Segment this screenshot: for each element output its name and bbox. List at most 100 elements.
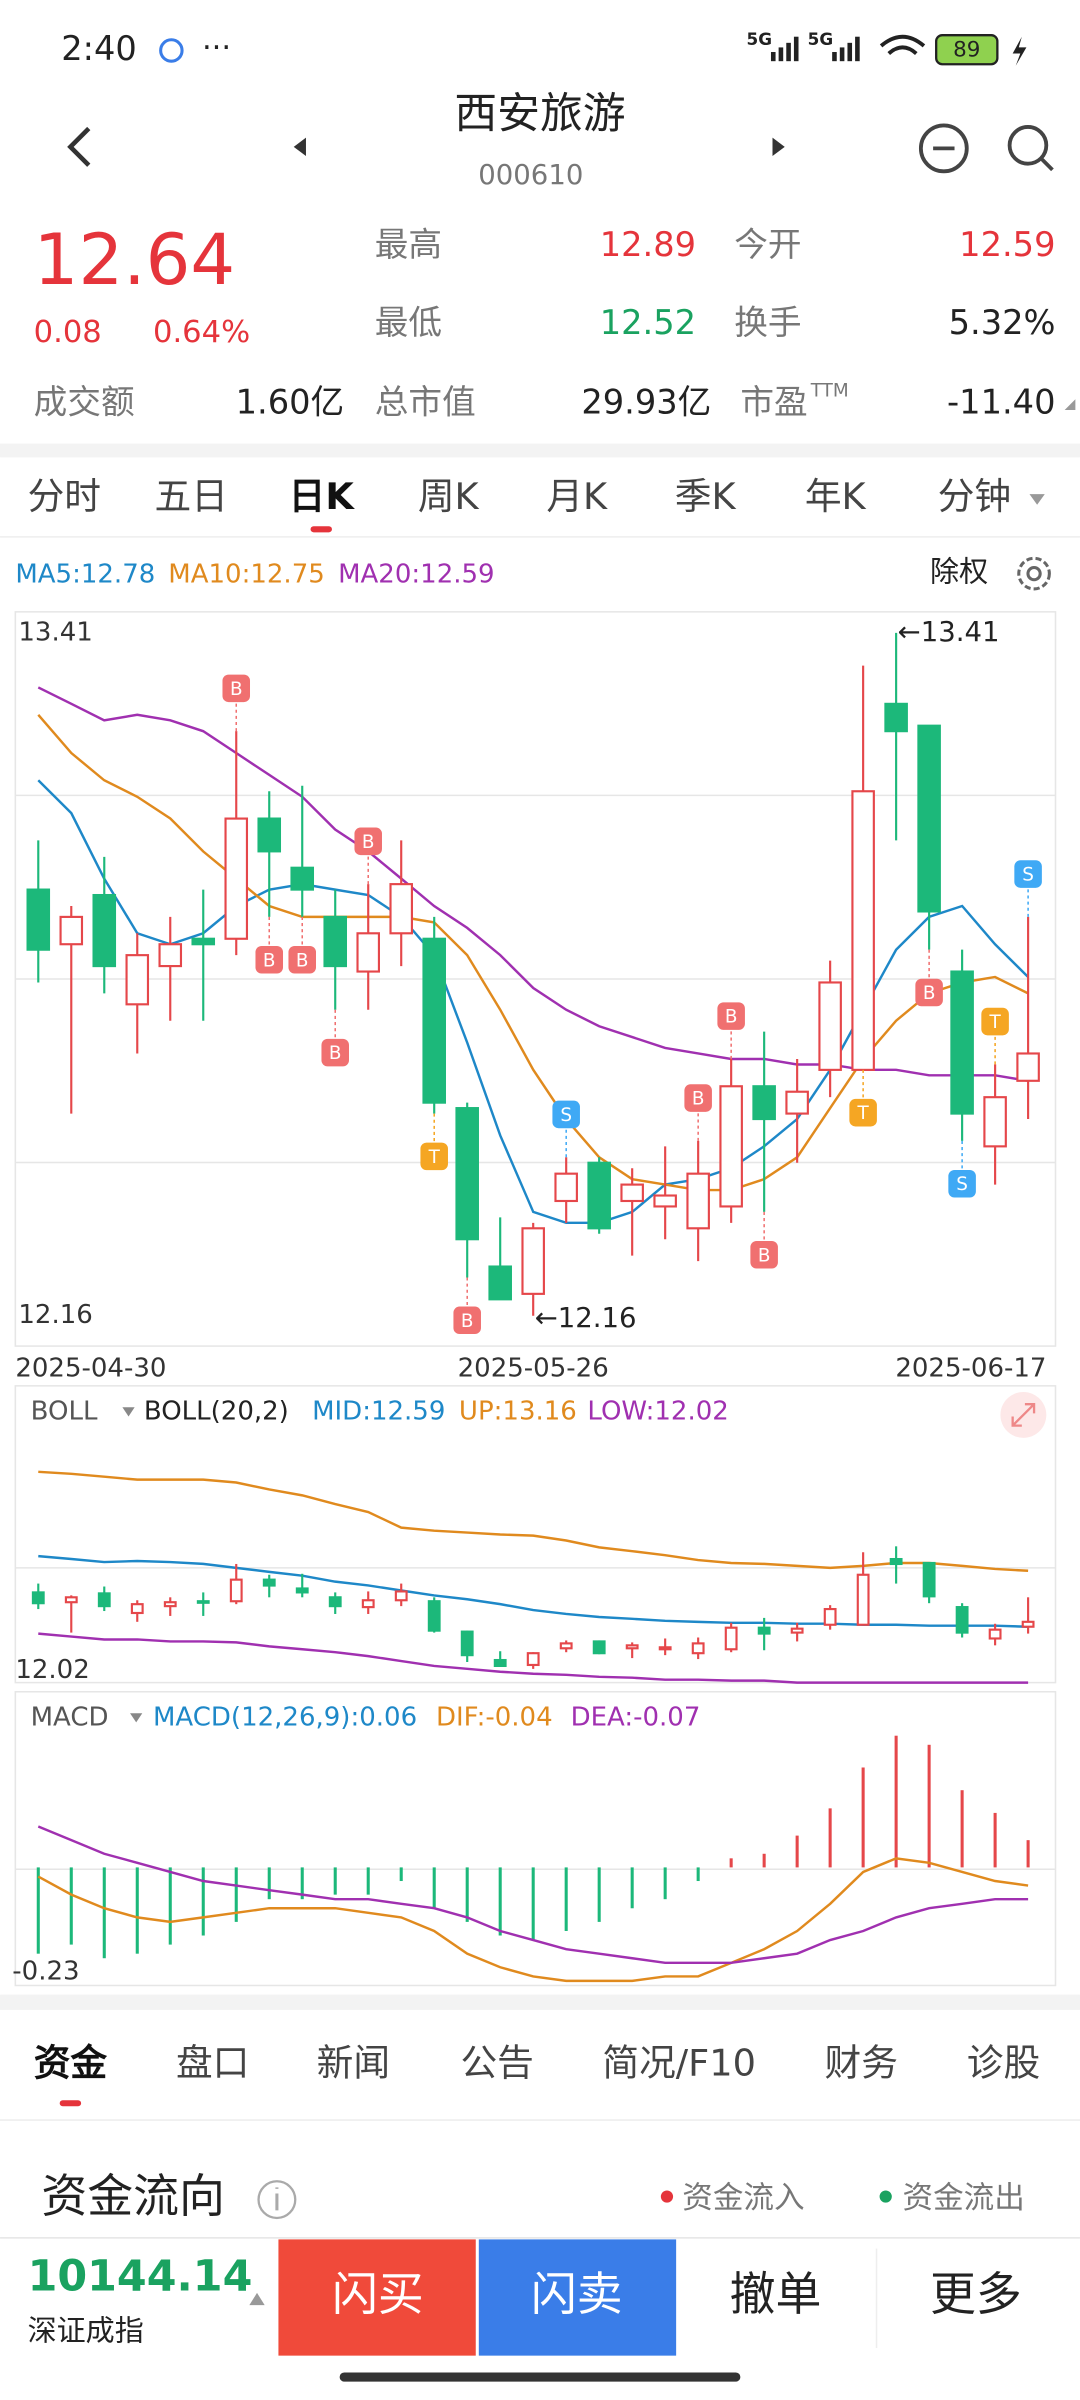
candle-body [559,1642,573,1650]
candle-body [922,1561,936,1598]
tab[interactable]: 月K [546,475,608,518]
macd-bar [300,1867,304,1900]
signal-badge [255,945,284,974]
index-name: 深证成指 [28,2314,144,2348]
macd-bar [498,1867,502,1936]
signal-badge [915,978,943,1007]
macd-bar [1026,1840,1030,1868]
candle-body [262,1578,276,1587]
signal-label: B [758,1245,771,1266]
ex-rights-button[interactable]: 除权 [930,555,988,589]
candle-body [554,1172,578,1203]
stock-name: 西安旅游 [454,89,625,139]
next-stock[interactable] [772,137,785,157]
info-icon[interactable] [257,2180,297,2220]
stock-code: 000610 [478,159,583,191]
signal-label: B [263,950,276,971]
tab[interactable]: 分钟 [938,475,1011,518]
macd-bar [663,1867,667,1900]
battery-level: 89 [953,37,980,62]
signal-badge [420,1142,448,1171]
stat-value: 1.60亿 [236,382,345,421]
indicator-name[interactable]: BOLL [31,1396,98,1426]
tab[interactable]: 简况/F10 [602,2042,756,2085]
stat-label: 今开 [734,225,801,264]
remove-button[interactable] [918,123,969,174]
macd-bar [333,1867,337,1895]
signal-badge [453,1306,481,1335]
index-value: 10144.14 [28,2252,253,2302]
button-label[interactable]: 闪卖 [531,2267,623,2321]
candle-body [856,1573,870,1626]
tab[interactable]: 周K [418,475,480,518]
stat-label: 成交额 [34,382,135,421]
signal-label: B [725,1007,738,1028]
signal-badge [552,1100,580,1129]
macd-bar [927,1744,931,1868]
sell-button[interactable] [478,2239,677,2356]
tab[interactable]: 盘口 [176,2042,249,2085]
macd-bar [69,1867,73,1945]
button-label[interactable]: 撤单 [730,2267,822,2321]
legend-dot [879,2190,892,2203]
tab[interactable]: 年K [805,475,867,518]
candle-body [229,1578,243,1603]
tab[interactable]: 日K [289,475,356,518]
signal-icons [770,36,860,62]
legend-label: DEA:-0.07 [571,1702,701,1732]
back-button[interactable] [67,126,91,167]
legend-label: MA5:12.78 [15,560,155,590]
macd-bar [630,1867,634,1909]
candle-body [163,1601,177,1608]
battery [935,34,999,66]
stat-value: 12.89 [600,225,696,264]
candle-body [950,970,974,1115]
macd-bar [795,1835,799,1868]
tab[interactable]: 分时 [28,475,101,518]
tab[interactable]: 五日 [155,475,228,518]
tab[interactable]: 公告 [460,2042,533,2085]
expand-button[interactable] [1000,1391,1047,1438]
prev-stock[interactable] [293,137,306,157]
macd-bar [960,1790,964,1868]
button-label[interactable]: 更多 [930,2267,1022,2321]
candle-body [92,893,117,968]
tab[interactable]: 资金 [34,2042,108,2085]
signal-label: T [989,1012,1002,1033]
button-label[interactable]: 闪买 [332,2267,424,2321]
tab[interactable]: 诊股 [967,2042,1040,2085]
tab[interactable]: 财务 [825,2042,898,2085]
tab[interactable]: 新闻 [317,2042,390,2085]
candle-body [460,1630,474,1657]
candle-body [785,1090,809,1115]
candle-body [983,1096,1007,1148]
stat-value: -11.40 [947,382,1055,421]
stat-value: 5.32% [949,303,1056,342]
candle-body [224,817,249,940]
macd-bar [828,1808,832,1868]
stat-label: 最高 [375,225,442,264]
stat-value: 29.93亿 [581,382,711,421]
macd-bar [894,1735,898,1868]
candle-body [988,1628,1002,1640]
y-tick-label: -0.23 [12,1956,79,1986]
settings-button[interactable] [1017,556,1051,591]
signal-badge [222,674,251,703]
section-title: 资金流向 [41,2169,225,2223]
indicator-title: BOLL(20,2) [144,1396,289,1426]
y-tick-label: 13.41 [18,617,92,647]
indicator-name[interactable]: MACD [31,1702,109,1732]
high-label: ←13.41 [898,616,1000,648]
candle-body [97,1592,111,1608]
candle-body [889,1557,903,1566]
indicator-dropdown[interactable] [130,1713,143,1723]
indicator-dropdown[interactable] [122,1407,135,1417]
signal-badge [717,1002,745,1030]
index-toggle[interactable] [249,2292,265,2306]
buy-button[interactable] [278,2239,476,2356]
tab[interactable]: 季K [675,475,737,518]
signal-badge [288,945,316,974]
search-button[interactable] [1007,125,1054,172]
legend-label: MACD(12,26,9):0.06 [153,1702,417,1732]
